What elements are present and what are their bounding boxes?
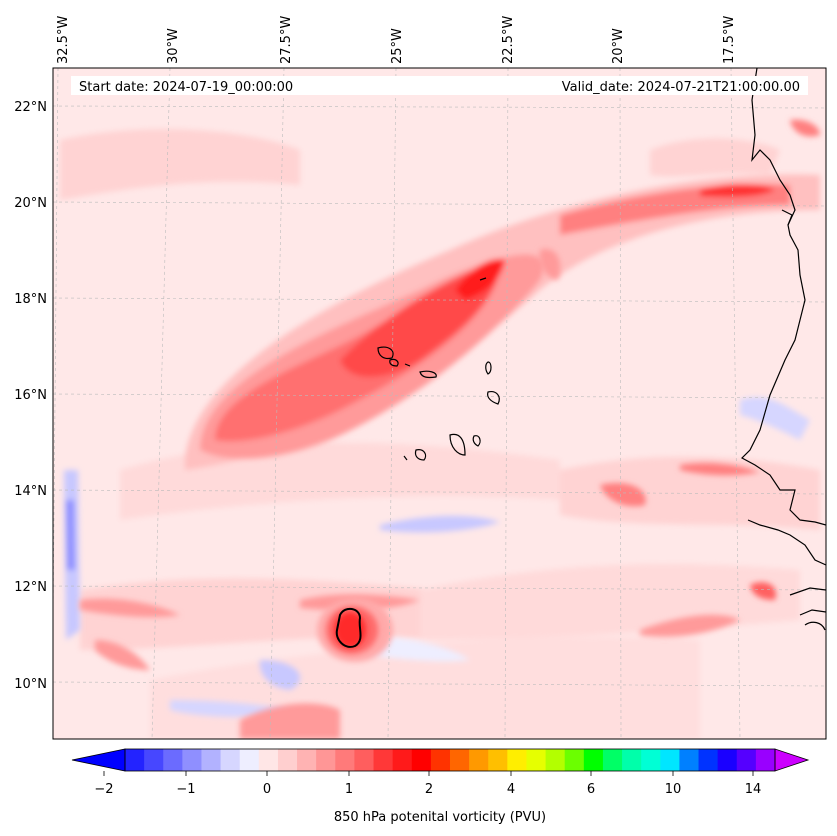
- date-info-strip: [71, 76, 808, 95]
- colorbar-segment: [373, 749, 394, 771]
- lat-label: 12°N: [14, 580, 47, 595]
- colorbar-max-extension: [774, 748, 810, 772]
- lon-label: 17.5°W: [722, 16, 737, 64]
- colorbar-segment: [526, 749, 547, 771]
- latitude-labels: 22°N 20°N 18°N 16°N 14°N 12°N 10°N: [14, 100, 47, 692]
- lon-label: 22.5°W: [501, 16, 516, 64]
- colorbar-tick-label: 4: [507, 782, 515, 797]
- colorbar-tick-label: 6: [587, 782, 595, 797]
- colorbar-segment: [297, 749, 317, 771]
- colorbar-segment: [335, 749, 355, 771]
- colorbar-frame: [124, 748, 776, 772]
- lat-label: 10°N: [14, 677, 47, 692]
- colorbar-segment: [641, 749, 661, 771]
- pv-vortex: [317, 598, 393, 662]
- lat-label: 22°N: [14, 100, 47, 115]
- colorbar-segment: [602, 749, 623, 771]
- colorbar-segment: [469, 749, 489, 771]
- colorbar-segment: [201, 749, 222, 771]
- colorbar-segment: [239, 749, 260, 771]
- colorbar-segment: [354, 749, 375, 771]
- lat-label: 20°N: [14, 196, 47, 211]
- lon-label: 32.5°W: [56, 16, 71, 64]
- lat-label: 16°N: [14, 388, 47, 403]
- colorbar-segment: [755, 749, 776, 771]
- colorbar-segment: [488, 749, 508, 771]
- lon-label: 25°W: [390, 28, 405, 64]
- colorbar-segment: [182, 749, 202, 771]
- colorbar-segment: [583, 749, 604, 771]
- colorbar-label: 850 hPa potenital vorticity (PVU): [334, 810, 546, 825]
- colorbar-segment: [220, 749, 241, 771]
- colorbar-segment: [679, 749, 700, 771]
- colorbar-tick-label: −1: [176, 782, 195, 797]
- start-date-label: Start date: 2024-07-19_00:00:00: [79, 80, 293, 95]
- colorbar-min-extension: [71, 748, 126, 772]
- colorbar-segment: [125, 749, 145, 771]
- colorbar-segment: [698, 749, 719, 771]
- longitude-labels: 32.5°W 30°W 27.5°W 25°W 22.5°W 20°W 17.5…: [56, 16, 737, 64]
- colorbar-segment: [545, 749, 566, 771]
- gridlines: [53, 68, 826, 739]
- colorbar-segment: [411, 749, 432, 771]
- lat-label: 14°N: [14, 484, 47, 499]
- colorbar-segment: [450, 749, 470, 771]
- colorbar-tick-label: −2: [94, 782, 113, 797]
- colorbar-tick-label: 0: [263, 782, 271, 797]
- lon-label: 30°W: [166, 28, 181, 64]
- lat-label: 18°N: [14, 292, 47, 307]
- colorbar-segment: [144, 749, 164, 771]
- colorbar-segment: [392, 749, 413, 771]
- colorbar-segment: [277, 749, 298, 771]
- coastline: [741, 68, 826, 631]
- colorbar-segment: [163, 749, 183, 771]
- colorbar-segment: [316, 749, 336, 771]
- colorbar-segment: [736, 749, 757, 771]
- colorbar-tick-label: 14: [745, 782, 762, 797]
- map-panel: [53, 68, 826, 739]
- colorbar-segment: [660, 749, 680, 771]
- valid-date-label: Valid_date: 2024-07-21T21:00:00.00: [562, 80, 800, 95]
- colorbar-tick-label: 10: [665, 782, 682, 797]
- colorbar-segment: [258, 749, 279, 771]
- colorbar-tick-label: 2: [425, 782, 433, 797]
- colorbar: −2 −1 0 1 2 4 6 10 14 850 hPa potenital vorticit…: [71, 748, 810, 825]
- map-frame: [52, 67, 827, 740]
- lon-label: 20°W: [611, 28, 626, 64]
- cape-verde-islands: [377, 277, 500, 461]
- colorbar-segment: [717, 749, 738, 771]
- colorbar-segment: [564, 749, 585, 771]
- colorbar-ticks: −2 −1 0 1 2 4 6 10 14: [94, 771, 761, 797]
- colorbar-segment: [430, 749, 451, 771]
- colorbar-segment: [622, 749, 642, 771]
- colorbar-segments: [125, 749, 776, 771]
- lon-label: 27.5°W: [279, 16, 294, 64]
- colorbar-segment: [507, 749, 527, 771]
- colorbar-tick-label: 1: [345, 782, 353, 797]
